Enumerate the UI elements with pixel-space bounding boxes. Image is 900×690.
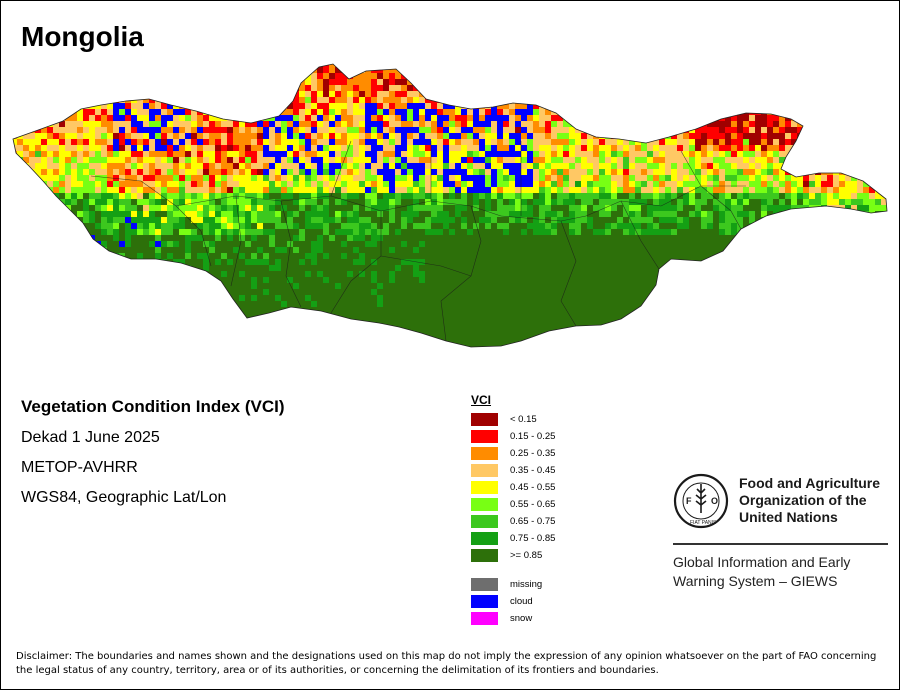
fao-name: Food and Agriculture Organization of the… xyxy=(739,475,880,526)
legend-class-item: 0.65 - 0.75 xyxy=(471,513,555,530)
legend-title: VCI xyxy=(471,393,492,407)
legend-class-label: 0.45 - 0.55 xyxy=(510,482,556,493)
legend-class-item: >= 0.85 xyxy=(471,547,555,564)
sensor-label: METOP-AVHRR xyxy=(21,459,138,476)
fao-divider xyxy=(673,543,888,545)
fao-name-line1: Food and Agriculture xyxy=(739,475,881,491)
legend-special-swatch xyxy=(471,578,498,591)
giews-label: Global Information and Early Warning Sys… xyxy=(673,553,850,591)
legend-class-label: 0.75 - 0.85 xyxy=(510,533,556,544)
vci-map xyxy=(12,63,888,348)
legend-special-swatch xyxy=(471,612,498,625)
map-title: Mongolia xyxy=(21,21,144,52)
country-outline xyxy=(12,63,888,348)
legend-class-item: 0.15 - 0.25 xyxy=(471,428,555,445)
giews-line1: Global Information and Early xyxy=(673,554,851,570)
legend-class-swatch xyxy=(471,430,498,443)
legend-special-label: missing xyxy=(510,579,543,590)
legend-special-label: cloud xyxy=(510,596,533,607)
legend-class-item: 0.45 - 0.55 xyxy=(471,479,555,496)
legend-class-item: 0.75 - 0.85 xyxy=(471,530,555,547)
legend-class-label: < 0.15 xyxy=(510,414,537,425)
legend-special-item: missing xyxy=(471,576,555,593)
legend-class-swatch xyxy=(471,481,498,494)
legend-class-label: >= 0.85 xyxy=(510,550,543,561)
legend-class-item: 0.55 - 0.65 xyxy=(471,496,555,513)
fao-name-line2: Organization of the xyxy=(739,492,867,508)
legend-class-item: 0.35 - 0.45 xyxy=(471,462,555,479)
fao-logo-icon: F O FIAT PANIS xyxy=(673,473,729,529)
vci-legend: VCI < 0.15 0.15 - 0.25 0.25 - 0.35 0.35 - 0… xyxy=(471,393,555,627)
legend-special-swatch xyxy=(471,595,498,608)
legend-classes: < 0.15 0.15 - 0.25 0.25 - 0.35 0.35 - 0.45 0… xyxy=(471,411,555,564)
legend-class-swatch xyxy=(471,515,498,528)
legend-special-item: snow xyxy=(471,610,555,627)
projection-label: WGS84, Geographic Lat/Lon xyxy=(21,489,227,506)
legend-class-label: 0.65 - 0.75 xyxy=(510,516,556,527)
giews-line2: Warning System – GIEWS xyxy=(673,573,838,589)
legend-special-label: snow xyxy=(510,613,533,624)
legend-class-swatch xyxy=(471,532,498,545)
legend-special-item: cloud xyxy=(471,593,555,610)
vci-raster xyxy=(13,64,887,347)
index-name: Vegetation Condition Index (VCI) xyxy=(21,397,285,416)
legend-special: missing cloud snow xyxy=(471,576,555,627)
period-label: Dekad 1 June 2025 xyxy=(21,429,160,446)
legend-class-swatch xyxy=(471,549,498,562)
province-boundaries xyxy=(90,140,746,342)
legend-class-swatch xyxy=(471,447,498,460)
legend-class-item: 0.25 - 0.35 xyxy=(471,445,555,462)
legend-class-swatch xyxy=(471,464,498,477)
fao-name-line3: United Nations xyxy=(739,509,838,525)
legend-class-swatch xyxy=(471,498,498,511)
map-info: Vegetation Condition Index (VCI) Dekad 1… xyxy=(21,397,285,519)
legend-class-label: 0.55 - 0.65 xyxy=(510,499,556,510)
legend-class-swatch xyxy=(471,413,498,426)
disclaimer: Disclaimer: The boundaries and names sho… xyxy=(16,651,877,676)
legend-class-label: 0.25 - 0.35 xyxy=(510,448,556,459)
legend-class-item: < 0.15 xyxy=(471,411,555,428)
legend-class-label: 0.15 - 0.25 xyxy=(510,431,556,442)
legend-class-label: 0.35 - 0.45 xyxy=(510,465,556,476)
